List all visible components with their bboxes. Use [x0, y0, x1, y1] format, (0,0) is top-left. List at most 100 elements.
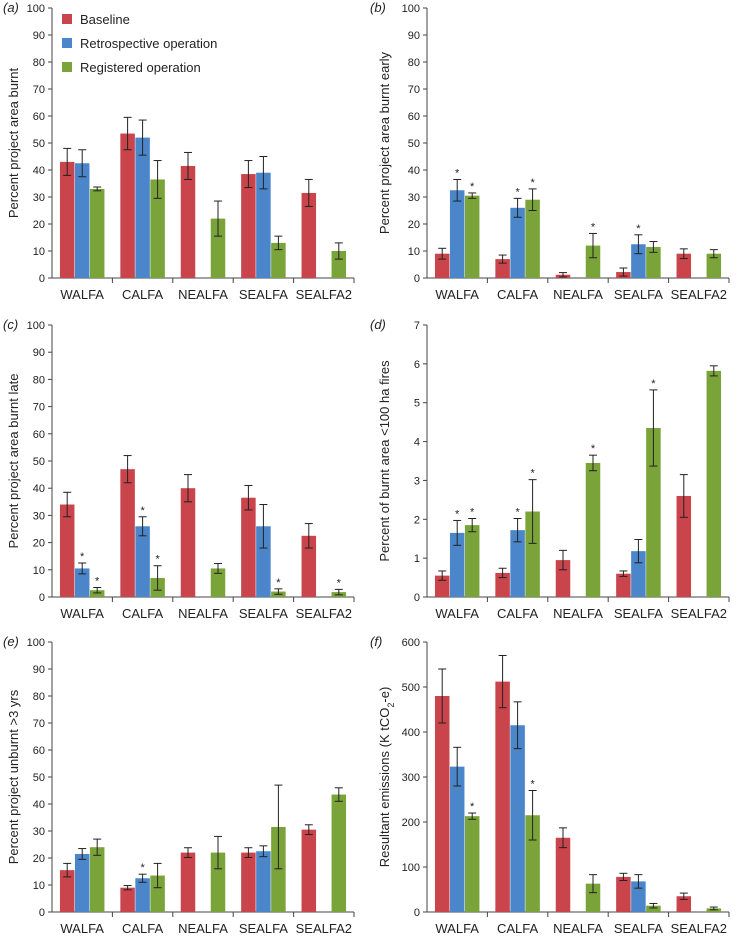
y-tick-label: 80 [408, 57, 420, 69]
y-tick-label: 10 [408, 246, 420, 258]
panel-c: (c) 0 10 20 30 40 50 60 70 80 90 100 Percent project… [3, 317, 355, 621]
significance-star: * [470, 181, 475, 193]
category-label: WALFA [60, 921, 104, 936]
bar-registered-operation [464, 195, 480, 278]
bar-retrospective-operation [510, 207, 525, 278]
bar-baseline [495, 259, 510, 278]
bar-registered-operation [585, 883, 601, 912]
panel-label: (e) [3, 634, 19, 649]
significance-star: * [80, 551, 85, 563]
y-tick-label: 200 [402, 817, 420, 829]
bar-registered-operation [464, 816, 480, 912]
bar-baseline [676, 253, 692, 278]
significance-star: * [591, 443, 596, 455]
y-tick-label: 40 [33, 165, 45, 177]
bar-baseline [241, 852, 256, 912]
y-tick-label: 0 [39, 273, 45, 285]
panel-e: (e) 0 10 20 30 40 50 60 70 80 90 100 Percent project… [3, 634, 355, 936]
category-label: CALFA [497, 606, 539, 621]
bar-baseline [301, 192, 317, 278]
bar-retrospective-operation [510, 725, 525, 912]
bar-baseline [616, 573, 631, 597]
category-label: SEALFA [614, 606, 663, 621]
category-label: SEALFA2 [671, 606, 727, 621]
legend-label: Registered operation [80, 60, 201, 75]
bar-baseline [434, 253, 450, 278]
bar-baseline [180, 165, 196, 278]
significance-star: * [470, 801, 475, 813]
significance-star: * [651, 378, 656, 390]
y-tick-label: 0 [414, 273, 420, 285]
y-tick-label: 1 [414, 553, 420, 565]
bar-registered-operation [210, 568, 226, 597]
bar-registered-operation [525, 511, 540, 597]
y-tick-label: 20 [33, 219, 45, 231]
panel-label: (b) [370, 0, 386, 15]
y-tick-label: 6 [414, 359, 420, 371]
y-tick-label: 100 [27, 320, 45, 332]
bar-retrospective-operation [256, 172, 271, 278]
y-tick-label: 0 [39, 907, 45, 919]
category-label: SEALFA [239, 287, 288, 302]
bar-registered-operation [271, 826, 286, 912]
bar-baseline [241, 497, 256, 597]
y-axis-label-end: -e) [377, 687, 392, 703]
significance-star: * [155, 554, 160, 566]
significance-star: * [95, 575, 100, 587]
bar-registered-operation [210, 218, 226, 278]
panel-label: (a) [3, 0, 19, 15]
y-tick-label: 30 [33, 192, 45, 204]
bar-retrospective-operation [510, 530, 525, 597]
y-tick-label: 80 [33, 57, 45, 69]
category-label: SEALFA [239, 606, 288, 621]
category-label: NEALFA [178, 287, 228, 302]
y-tick-label: 70 [408, 84, 420, 96]
y-tick-label: 100 [27, 3, 45, 15]
category-label: SEALFA [614, 921, 663, 936]
bar-retrospective-operation [74, 163, 90, 278]
bar-retrospective-operation [74, 568, 90, 597]
bar-baseline [616, 876, 631, 912]
y-tick-label: 4 [414, 437, 420, 449]
bar-retrospective-operation [256, 526, 271, 597]
panel-label: (f) [370, 634, 382, 649]
category-label: CALFA [497, 287, 539, 302]
y-axis-label: Percent project unburnt >3 yrs [6, 689, 21, 864]
y-tick-label: 100 [402, 3, 420, 15]
bar-retrospective-operation [449, 766, 465, 912]
category-label: WALFA [435, 921, 479, 936]
y-tick-label: 30 [33, 826, 45, 838]
significance-star: * [515, 507, 520, 519]
bar-registered-operation [464, 525, 480, 597]
bar-retrospective-operation [449, 532, 465, 597]
bar-baseline [59, 504, 75, 597]
bar-registered-operation [150, 875, 165, 912]
y-tick-label: 5 [414, 398, 420, 410]
y-tick-label: 10 [33, 246, 45, 258]
category-label: WALFA [435, 606, 479, 621]
category-label: NEALFA [553, 921, 603, 936]
y-tick-label: 50 [408, 138, 420, 150]
y-axis-label-sub: 2 [386, 703, 396, 708]
y-tick-label: 100 [27, 637, 45, 649]
y-axis-label: Percent project area burnt [6, 67, 21, 218]
bar-baseline [120, 887, 135, 912]
y-tick-label: 600 [402, 637, 420, 649]
y-tick-label: 70 [33, 718, 45, 730]
bar-registered-operation [585, 245, 601, 278]
bar-baseline [120, 133, 135, 278]
y-tick-label: 2 [414, 514, 420, 526]
category-label: SEALFA2 [296, 921, 352, 936]
y-tick-label: 40 [33, 799, 45, 811]
y-tick-label: 60 [408, 111, 420, 123]
significance-star: * [455, 167, 460, 179]
bar-retrospective-operation [449, 190, 465, 278]
y-axis-label-main: Resultant emissions (K tCO [377, 708, 392, 868]
bar-registered-operation [89, 847, 105, 912]
significance-star: * [530, 468, 535, 480]
bar-baseline [434, 696, 450, 912]
y-tick-label: 10 [33, 565, 45, 577]
y-tick-label: 40 [33, 483, 45, 495]
category-label: WALFA [60, 606, 104, 621]
y-tick-label: 20 [33, 853, 45, 865]
